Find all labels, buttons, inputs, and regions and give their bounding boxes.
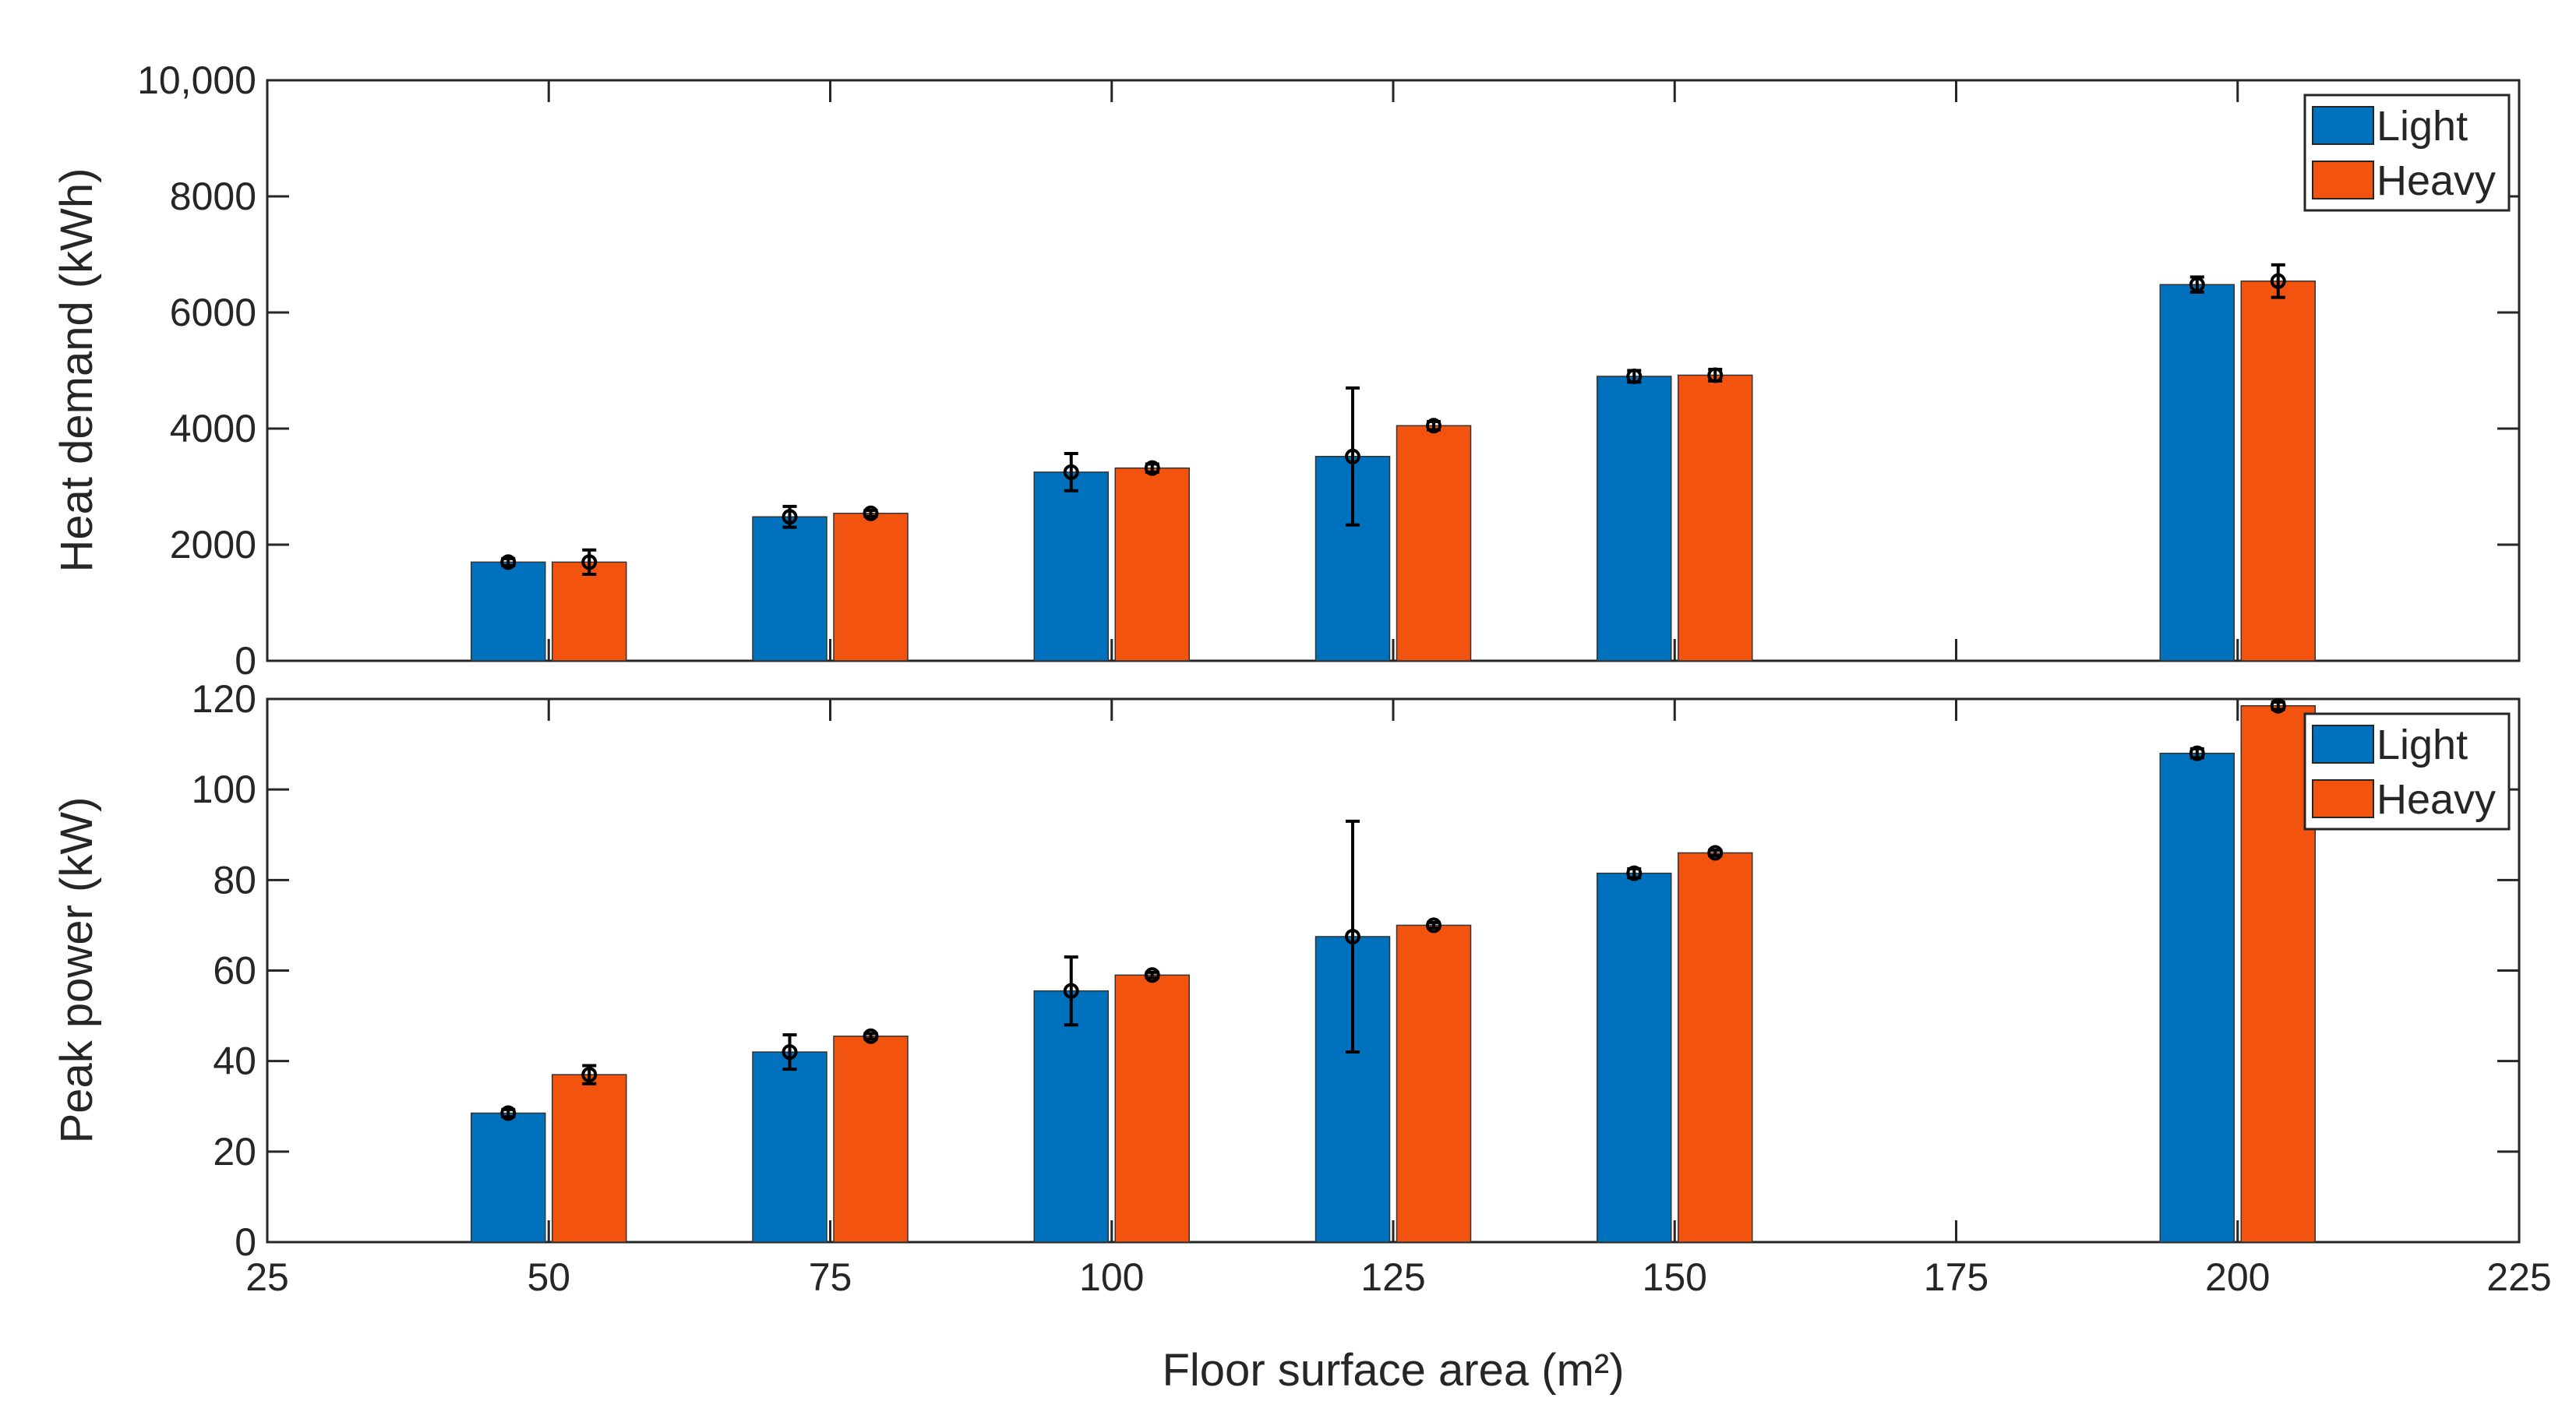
heat-demand-panel: 0 2000 4000 6000 8000 10,000 Heat demand (kWh…: [51, 58, 2521, 683]
peak-power-x-tick-label: 200: [2205, 1255, 2270, 1299]
heat-demand-legend: Light Heavy: [2303, 94, 2511, 212]
heat-demand-y-tick-label: 10,000: [137, 58, 256, 102]
peak-power-mean-marker-heavy: [863, 1028, 879, 1044]
peak-power-x-tick-label: 75: [809, 1255, 852, 1299]
heat-demand-bar-heavy: [833, 513, 909, 662]
heat-demand-bar-light: [1597, 376, 1672, 662]
heat-demand-error-bars: [500, 263, 2286, 576]
peak-power-axis-ticks: [266, 697, 2521, 1244]
peak-power-mean-marker-heavy: [581, 1067, 598, 1083]
peak-power-y-tick-label: 60: [213, 949, 256, 993]
heat-demand-y-tick-label: 6000: [170, 291, 256, 334]
x-axis-title: Floor surface area (m²): [1162, 1345, 1624, 1396]
peak-power-y-tick-label: 40: [213, 1040, 256, 1083]
heat-demand-legend-label-heavy: Heavy: [2377, 157, 2496, 204]
heat-demand-tick-labels: 0 2000 4000 6000 8000 10,000: [137, 58, 256, 683]
peak-power-bar-light: [2159, 752, 2235, 1243]
peak-power-bar-light: [1597, 872, 1672, 1243]
peak-power-bar-heavy: [1678, 852, 1753, 1243]
peak-power-bar-heavy: [833, 1035, 909, 1243]
peak-power-x-tick-label: 25: [245, 1255, 289, 1299]
peak-power-legend-swatch-light: [2312, 725, 2374, 764]
heat-demand-mean-marker-light: [500, 554, 517, 570]
heat-demand-bar-heavy: [1114, 467, 1190, 662]
heat-demand-bar-heavy: [2240, 281, 2316, 662]
peak-power-error-bars: [500, 697, 2286, 1121]
peak-power-bar-light: [1033, 990, 1109, 1243]
peak-power-mean-marker-heavy: [1707, 845, 1724, 861]
peak-power-mean-marker-heavy: [1144, 967, 1160, 983]
heat-demand-bar-light: [471, 561, 546, 662]
heat-demand-legend-swatch-light: [2312, 106, 2374, 145]
heat-demand-mean-marker-heavy: [2270, 273, 2286, 289]
peak-power-y-axis-title: Peak power (kW): [51, 797, 102, 1144]
peak-power-bar-heavy: [1396, 924, 1472, 1243]
peak-power-x-tick-label: 225: [2486, 1255, 2551, 1299]
heat-demand-mean-marker-light: [1063, 464, 1079, 480]
heat-demand-y-tick-label: 4000: [170, 407, 256, 450]
heat-demand-bar-heavy: [1678, 374, 1753, 662]
heat-demand-mean-marker-light: [1345, 448, 1360, 464]
peak-power-x-tick-label: 100: [1079, 1255, 1144, 1299]
peak-power-mean-marker-light: [1345, 928, 1360, 944]
heat-demand-bar-light: [2159, 284, 2235, 662]
peak-power-x-tick-label: 125: [1360, 1255, 1425, 1299]
peak-power-mean-marker-light: [782, 1044, 798, 1061]
heat-demand-mean-marker-heavy: [1707, 367, 1724, 383]
heat-demand-mean-marker-light: [2189, 277, 2205, 293]
peak-power-x-tick-label: 175: [1924, 1255, 1988, 1299]
peak-power-y-tick-label: 0: [235, 1220, 256, 1264]
peak-power-mean-marker-light: [2189, 745, 2205, 761]
peak-power-bar-light: [752, 1051, 827, 1243]
peak-power-bar-heavy: [2240, 704, 2316, 1243]
peak-power-legend-swatch-heavy: [2312, 779, 2374, 818]
peak-power-y-tick-label: 120: [192, 677, 256, 721]
heat-demand-mean-marker-heavy: [863, 505, 879, 521]
heat-demand-bar-heavy: [552, 561, 627, 662]
heat-demand-y-tick-label: 0: [235, 639, 256, 683]
peak-power-bar-light: [471, 1112, 546, 1243]
peak-power-mean-marker-light: [1626, 865, 1643, 881]
heat-demand-y-tick-label: 2000: [170, 523, 256, 567]
heat-demand-bars: [471, 281, 2316, 662]
heat-demand-mean-marker-light: [1626, 368, 1643, 384]
peak-power-mean-marker-light: [1063, 983, 1079, 999]
heat-demand-y-axis-title: Heat demand (kWh): [51, 168, 102, 573]
peak-power-bars: [471, 704, 2316, 1243]
heat-demand-bar-heavy: [1396, 425, 1472, 662]
heat-demand-mean-marker-light: [782, 509, 798, 525]
heat-demand-y-tick-label: 8000: [170, 175, 256, 218]
heat-demand-mean-marker-heavy: [581, 554, 598, 570]
heat-demand-bar-light: [1033, 471, 1109, 662]
peak-power-bar-heavy: [1114, 974, 1190, 1243]
peak-power-legend-label-heavy: Heavy: [2377, 776, 2496, 823]
heat-demand-legend-label-light: Light: [2377, 103, 2468, 150]
heat-demand-mean-marker-heavy: [1144, 460, 1160, 476]
peak-power-mean-marker-light: [500, 1105, 517, 1121]
heat-demand-legend-swatch-heavy: [2312, 161, 2374, 199]
peak-power-legend-label-light: Light: [2377, 722, 2468, 768]
peak-power-y-tick-label: 20: [213, 1130, 256, 1174]
heat-demand-mean-marker-heavy: [1426, 418, 1442, 434]
peak-power-mean-marker-heavy: [1426, 917, 1442, 934]
heat-demand-bar-light: [752, 516, 827, 662]
peak-power-x-tick-label: 150: [1643, 1255, 1707, 1299]
peak-power-bar-heavy: [552, 1074, 627, 1243]
peak-power-tick-labels: 0 20 40 60 80 100 120 25 50 75 100 125 150 175 200 225: [192, 677, 2552, 1299]
peak-power-x-tick-label: 50: [527, 1255, 570, 1299]
peak-power-mean-marker-heavy: [2270, 697, 2286, 714]
peak-power-y-tick-label: 100: [192, 768, 256, 811]
peak-power-y-tick-label: 80: [213, 858, 256, 902]
peak-power-legend: Light Heavy: [2303, 712, 2511, 831]
